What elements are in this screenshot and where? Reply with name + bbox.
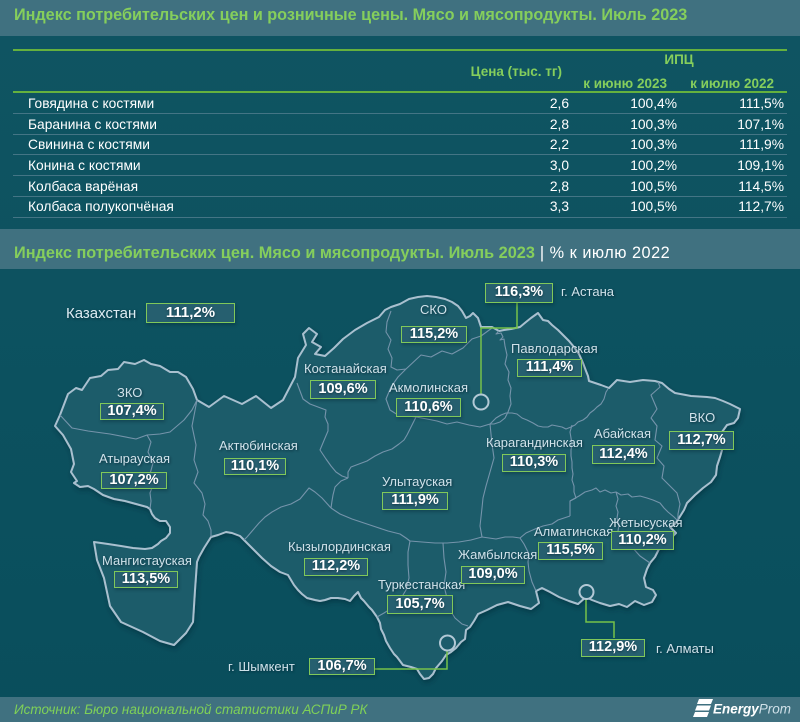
- svg-text:EnergyProm: EnergyProm: [713, 702, 791, 717]
